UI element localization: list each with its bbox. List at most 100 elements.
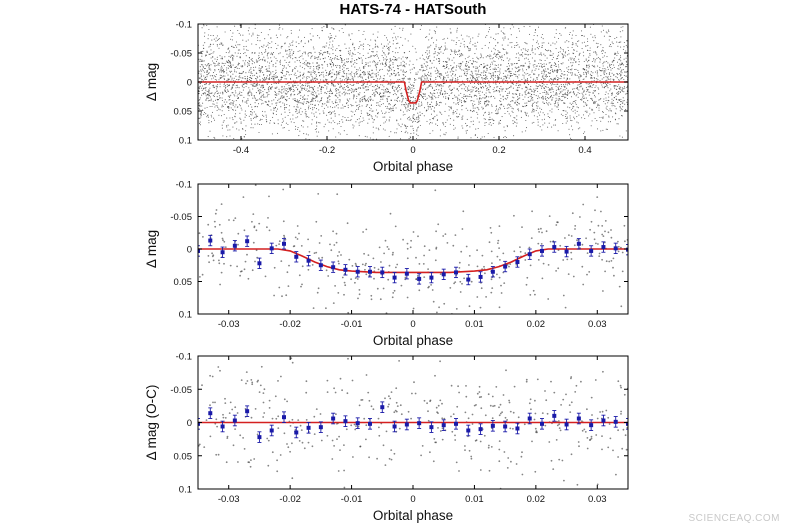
raw-point xyxy=(388,49,390,51)
raw-point xyxy=(200,112,202,114)
raw-point xyxy=(433,59,435,61)
raw-point xyxy=(229,135,231,137)
raw-point xyxy=(198,90,200,92)
raw-point xyxy=(267,61,269,63)
raw-point xyxy=(551,111,553,113)
raw-point xyxy=(336,64,338,66)
raw-point xyxy=(283,86,285,88)
raw-point xyxy=(397,91,399,93)
raw-point xyxy=(218,95,221,97)
raw-point xyxy=(375,109,378,111)
raw-point xyxy=(557,108,559,111)
raw-point xyxy=(588,60,590,62)
raw-point xyxy=(315,57,317,59)
raw-point xyxy=(513,93,515,95)
raw-point xyxy=(298,91,300,93)
raw-point xyxy=(356,73,358,75)
raw-point xyxy=(383,52,385,54)
raw-point xyxy=(601,49,604,51)
raw-point xyxy=(230,88,232,90)
raw-point xyxy=(298,111,300,113)
raw-point xyxy=(292,44,294,46)
raw-point xyxy=(307,62,309,64)
raw-point xyxy=(556,75,558,77)
raw-point xyxy=(287,91,289,93)
raw-point xyxy=(200,70,202,72)
raw-point xyxy=(619,135,621,137)
raw-point xyxy=(619,105,621,107)
raw-point xyxy=(320,92,322,94)
raw-point xyxy=(538,46,540,48)
raw-point xyxy=(206,74,208,76)
raw-point xyxy=(548,49,550,51)
raw-point xyxy=(472,111,474,113)
raw-point xyxy=(256,34,258,36)
raw-point xyxy=(548,62,550,64)
raw-point xyxy=(367,57,369,59)
raw-point xyxy=(529,74,531,76)
raw-point xyxy=(312,70,314,72)
raw-point xyxy=(348,33,350,35)
raw-point xyxy=(343,72,345,74)
raw-point xyxy=(381,95,383,97)
raw-point xyxy=(434,116,436,118)
raw-point xyxy=(449,28,451,30)
raw-point xyxy=(328,111,330,114)
raw-point xyxy=(330,122,332,124)
raw-point xyxy=(547,93,549,96)
raw-point xyxy=(593,102,595,104)
raw-point xyxy=(495,83,497,85)
raw-point xyxy=(614,52,616,54)
raw-point xyxy=(557,103,559,105)
raw-point xyxy=(267,70,269,72)
raw-point xyxy=(587,86,589,88)
raw-point xyxy=(352,105,354,107)
raw-point xyxy=(611,101,613,103)
raw-point xyxy=(236,67,238,69)
raw-point xyxy=(496,108,498,110)
raw-point xyxy=(431,86,433,88)
raw-point xyxy=(459,98,461,100)
raw-point xyxy=(334,65,337,67)
raw-point xyxy=(515,67,517,70)
raw-point xyxy=(360,74,362,76)
raw-point xyxy=(267,88,269,90)
raw-point xyxy=(593,51,595,53)
raw-point xyxy=(406,87,409,89)
raw-point xyxy=(399,27,401,29)
raw-point xyxy=(434,51,436,53)
raw-point xyxy=(405,108,407,110)
raw-point xyxy=(465,68,467,70)
raw-point xyxy=(278,90,280,92)
raw-point xyxy=(571,65,573,67)
raw-point xyxy=(513,117,515,119)
raw-point xyxy=(280,79,282,81)
raw-point xyxy=(544,70,546,72)
raw-point xyxy=(312,89,314,91)
raw-point xyxy=(347,82,349,84)
raw-point xyxy=(325,74,327,76)
raw-point xyxy=(405,102,407,104)
raw-point xyxy=(329,53,331,55)
raw-point xyxy=(534,48,536,50)
raw-point xyxy=(538,62,540,65)
raw-point xyxy=(371,118,373,120)
raw-point xyxy=(329,70,332,72)
raw-point xyxy=(457,79,459,81)
raw-point xyxy=(613,66,615,69)
raw-point xyxy=(564,102,566,104)
raw-point xyxy=(446,48,448,50)
raw-point xyxy=(517,96,519,98)
raw-point xyxy=(545,92,547,94)
raw-point xyxy=(356,95,358,97)
raw-point xyxy=(421,113,423,115)
raw-point xyxy=(521,54,523,56)
raw-point xyxy=(486,69,488,71)
raw-point xyxy=(260,92,262,94)
raw-point xyxy=(602,129,604,131)
raw-point xyxy=(252,83,254,85)
raw-point xyxy=(295,46,297,48)
raw-point xyxy=(419,57,421,59)
raw-point xyxy=(580,99,582,101)
raw-point xyxy=(442,122,444,124)
